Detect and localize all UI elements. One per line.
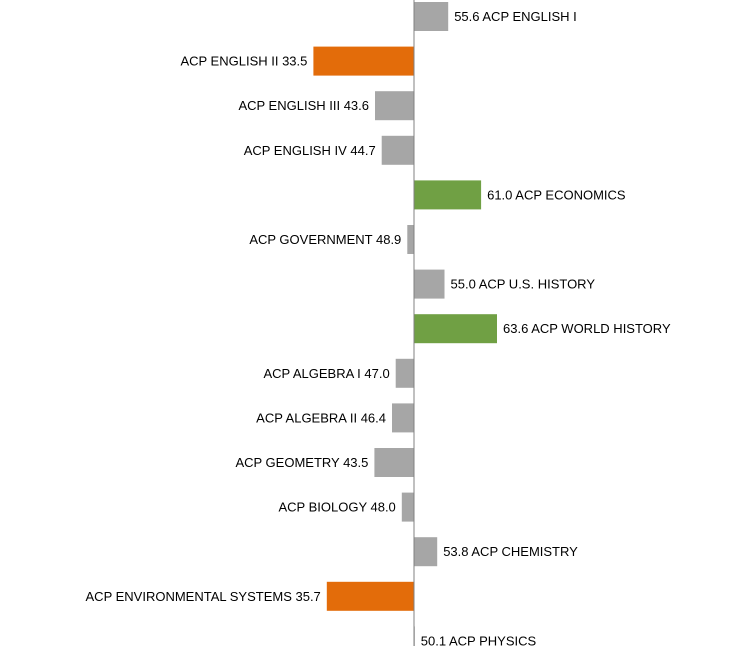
bar-8 (414, 314, 497, 344)
bar-5 (414, 180, 482, 210)
bar-label-14: ACP ENVIRONMENTAL SYSTEMS 35.7 (86, 589, 321, 604)
bars-group (313, 2, 497, 646)
bar-label-15: 50.1 ACP PHYSICS (421, 633, 537, 646)
bar-label-10: ACP ALGEBRA II 46.4 (256, 410, 386, 425)
bar-label-4: ACP ENGLISH IV 44.7 (244, 143, 376, 158)
bar-13 (414, 537, 438, 567)
bar-3 (375, 91, 414, 121)
bar-label-6: ACP GOVERNMENT 48.9 (249, 232, 401, 247)
bar-10 (392, 403, 414, 433)
bar-label-7: 55.0 ACP U.S. HISTORY (451, 277, 596, 292)
labels-group: 55.6 ACP ENGLISH I ACP ENGLISH II 33.5 ACP… (86, 9, 671, 646)
bar-6 (407, 225, 414, 254)
bar-label-13: 53.8 ACP CHEMISTRY (443, 544, 578, 559)
bar-1 (414, 2, 449, 31)
bar-label-12: ACP BIOLOGY 48.0 (278, 500, 395, 515)
bar-label-5: 61.0 ACP ECONOMICS (487, 187, 626, 202)
bar-14 (326, 581, 414, 611)
bar-2 (313, 46, 414, 76)
bar-label-8: 63.6 ACP WORLD HISTORY (503, 321, 671, 336)
bar-4 (381, 135, 414, 165)
bar-12 (401, 492, 414, 522)
bar-7 (414, 269, 445, 299)
bar-label-1: 55.6 ACP ENGLISH I (454, 9, 577, 24)
bar-9 (395, 358, 414, 388)
bar-11 (374, 448, 414, 477)
bar-label-11: ACP GEOMETRY 43.5 (235, 455, 368, 470)
bar-label-3: ACP ENGLISH III 43.6 (238, 98, 369, 113)
bar-label-9: ACP ALGEBRA I 47.0 (263, 366, 389, 381)
bar-label-2: ACP ENGLISH II 33.5 (180, 54, 307, 69)
